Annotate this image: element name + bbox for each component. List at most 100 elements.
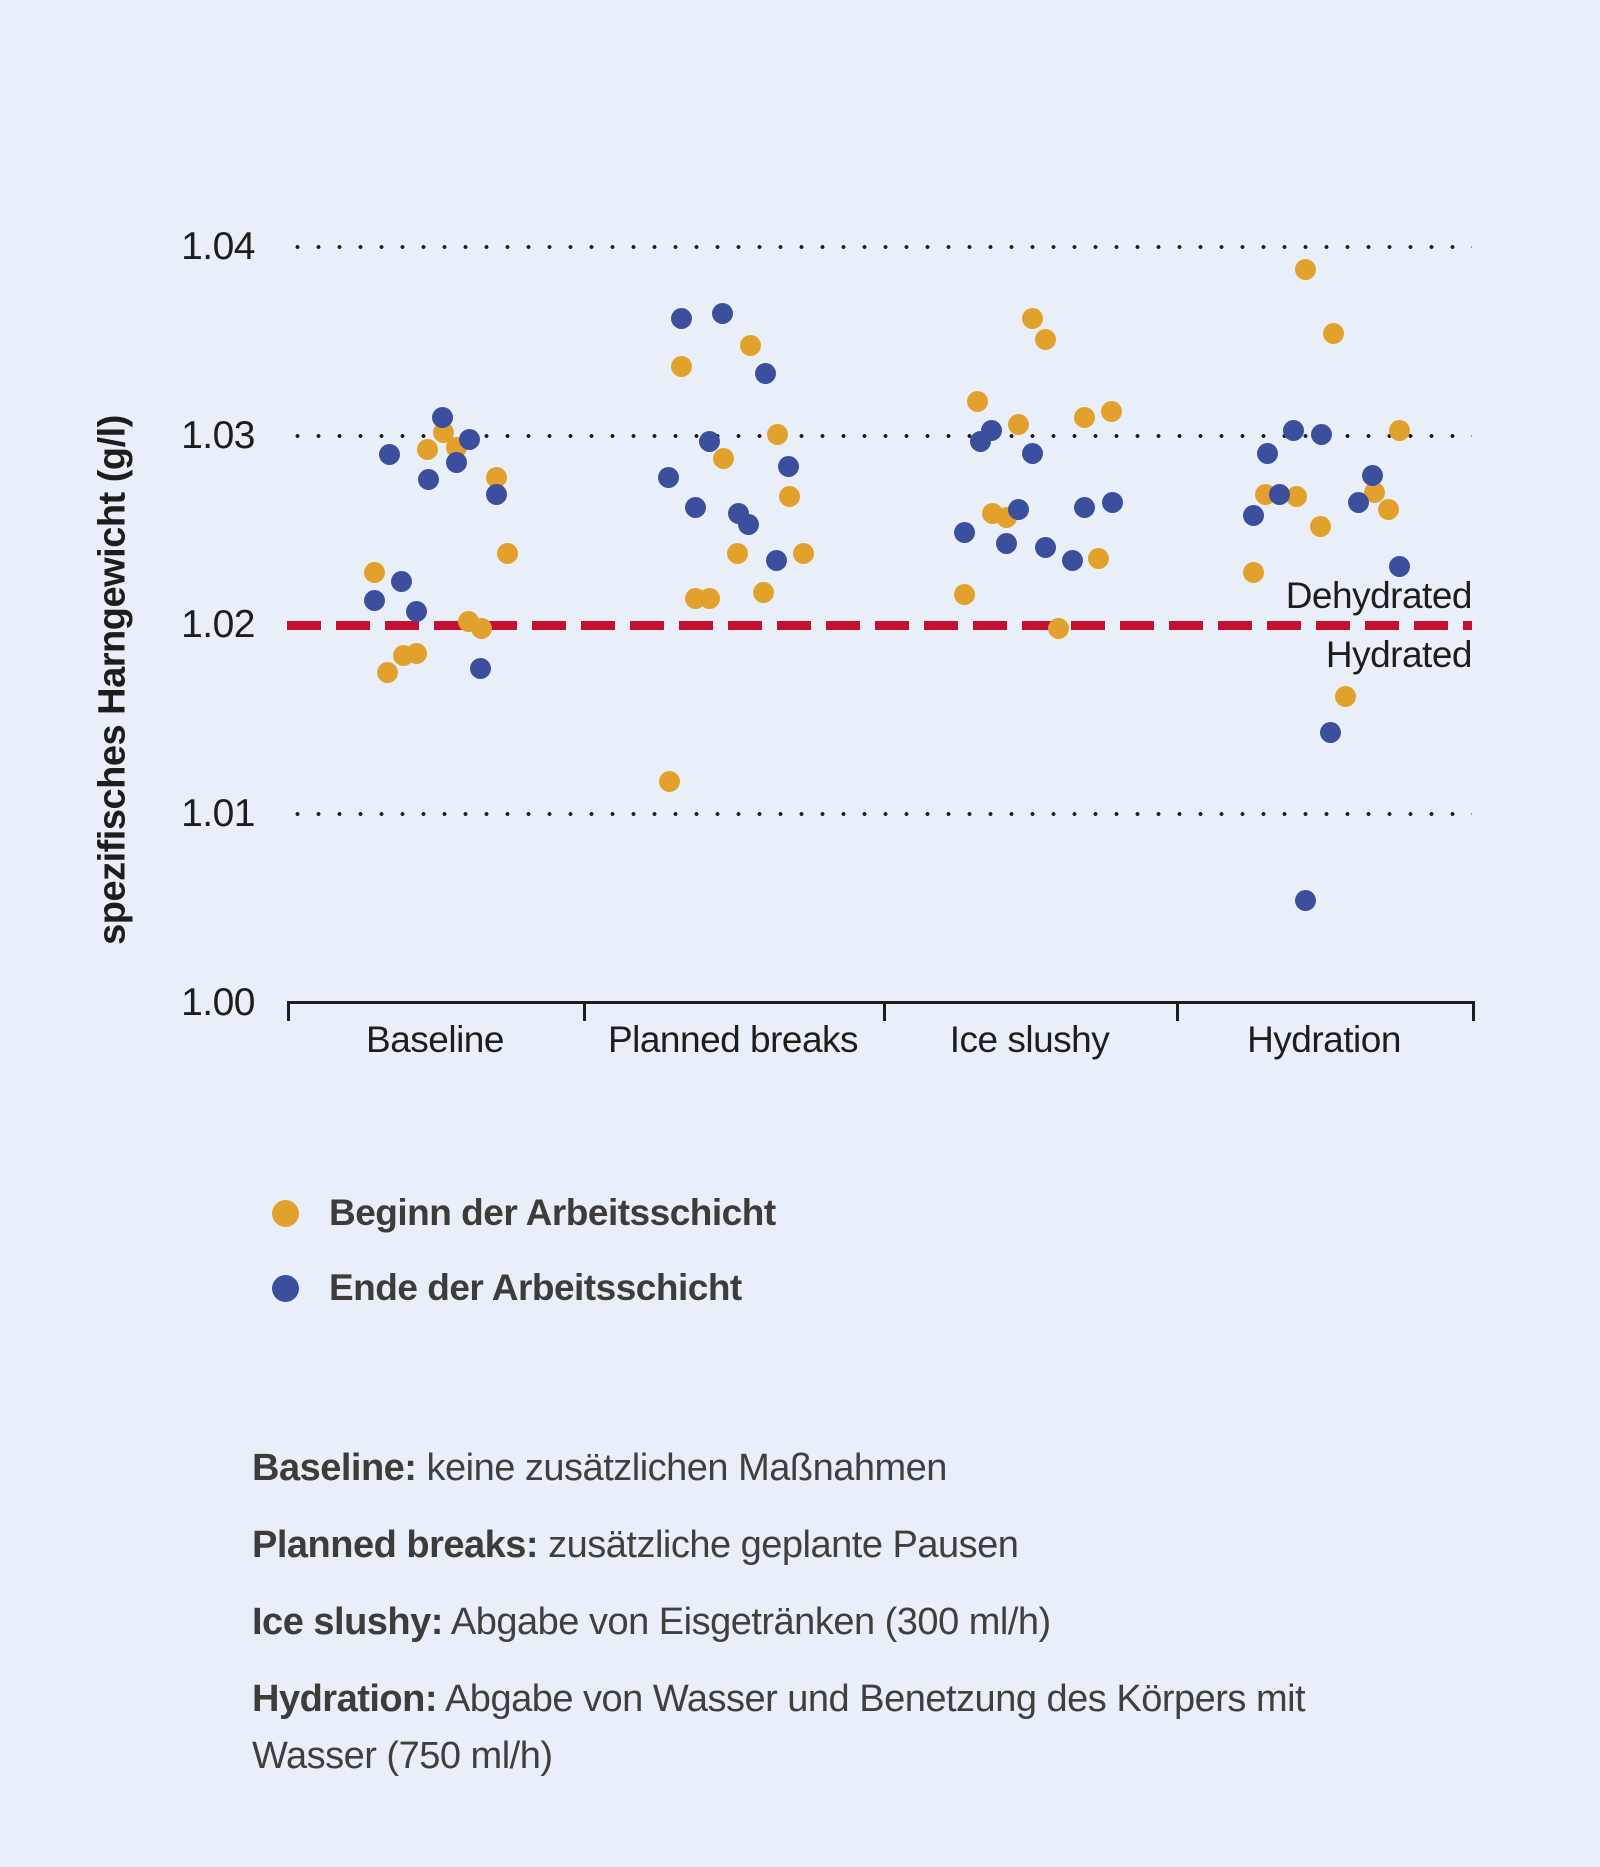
footnote-term: Planned breaks: bbox=[252, 1524, 539, 1566]
data-point-begin-hydration bbox=[1388, 419, 1410, 441]
data-point-begin-hydration bbox=[1285, 485, 1307, 507]
data-point-end-planned-breaks bbox=[711, 302, 733, 324]
data-point-begin-planned-breaks bbox=[792, 542, 814, 564]
data-point-end-hydration bbox=[1388, 555, 1410, 577]
data-point-begin-planned-breaks bbox=[670, 355, 692, 377]
data-point-begin-ice-slushy bbox=[1008, 414, 1029, 436]
x-axis-tick-2 bbox=[883, 1003, 886, 1021]
y-tick-label-1.00: 1.00 bbox=[181, 981, 255, 1024]
data-point-end-baseline bbox=[431, 406, 453, 428]
data-point-begin-planned-breaks bbox=[778, 485, 800, 507]
legend-label-shift-end: Ende der Arbeitsschicht bbox=[329, 1267, 742, 1308]
footnote-ice-slushy: Ice slushy: Abgabe von Eisgetränken (300… bbox=[252, 1601, 1051, 1643]
data-point-end-baseline bbox=[405, 601, 427, 623]
data-point-begin-hydration bbox=[1322, 323, 1344, 345]
data-point-end-baseline bbox=[458, 429, 480, 451]
data-point-end-hydration bbox=[1347, 491, 1369, 513]
data-point-begin-planned-breaks bbox=[766, 423, 788, 445]
data-point-begin-baseline bbox=[405, 642, 427, 664]
data-point-end-baseline bbox=[485, 484, 507, 506]
data-point-end-planned-breaks bbox=[754, 363, 776, 385]
data-point-end-planned-breaks bbox=[765, 550, 787, 572]
data-point-begin-ice-slushy bbox=[1101, 400, 1122, 422]
x-axis-tick-4 bbox=[1472, 1003, 1475, 1021]
data-point-begin-planned-breaks bbox=[698, 588, 720, 610]
data-point-end-baseline bbox=[378, 444, 400, 466]
data-point-end-planned-breaks bbox=[684, 497, 706, 519]
data-point-end-baseline bbox=[363, 589, 385, 611]
data-point-end-hydration bbox=[1310, 423, 1332, 445]
y-tick-label-1.01: 1.01 bbox=[181, 792, 255, 835]
data-point-end-ice-slushy bbox=[1074, 497, 1095, 519]
data-point-end-ice-slushy bbox=[1008, 499, 1029, 521]
data-point-begin-ice-slushy bbox=[954, 584, 975, 606]
data-point-end-ice-slushy bbox=[970, 431, 991, 453]
y-tick-label-1.03: 1.03 bbox=[181, 414, 255, 457]
data-point-end-planned-breaks bbox=[670, 308, 692, 330]
data-point-begin-hydration bbox=[1242, 561, 1264, 583]
data-point-begin-baseline bbox=[416, 438, 438, 460]
data-point-begin-baseline bbox=[376, 661, 398, 683]
data-point-end-planned-breaks bbox=[737, 514, 759, 536]
data-point-begin-planned-breaks bbox=[752, 582, 774, 604]
x-axis-tick-3 bbox=[1176, 1003, 1179, 1021]
data-point-begin-planned-breaks bbox=[726, 542, 748, 564]
threshold-label-hydrated: Hydrated bbox=[1325, 634, 1473, 675]
legend: Beginn der Arbeitsschicht Ende der Arbei… bbox=[272, 1186, 776, 1336]
threshold-label-dehydrated: Dehydrated bbox=[1285, 575, 1473, 616]
gridline-1.04 bbox=[287, 245, 1472, 249]
data-point-begin-baseline bbox=[496, 542, 518, 564]
footnote-term: Baseline: bbox=[252, 1447, 417, 1489]
dehydration-threshold-line bbox=[287, 621, 1472, 630]
data-point-begin-ice-slushy bbox=[1022, 308, 1043, 330]
data-point-end-ice-slushy bbox=[1062, 550, 1083, 572]
data-point-begin-baseline bbox=[485, 467, 507, 489]
footnote-hydration: Hydration: Abgabe von Wasser und Benetzu… bbox=[252, 1678, 1306, 1777]
data-point-end-ice-slushy bbox=[954, 521, 975, 543]
data-point-end-baseline bbox=[390, 571, 412, 593]
data-point-begin-hydration bbox=[1294, 259, 1316, 281]
y-tick-label-1.02: 1.02 bbox=[181, 603, 255, 646]
y-axis-title: spezifisches Harngewicht (g/l) bbox=[91, 415, 134, 945]
data-point-begin-hydration bbox=[1309, 516, 1331, 538]
gridline-1.01 bbox=[287, 812, 1472, 816]
shift-end-dot-icon bbox=[272, 1274, 299, 1302]
data-point-end-planned-breaks bbox=[657, 467, 679, 489]
footnote-baseline: Baseline: keine zusätzlichen Maßnahmen bbox=[252, 1447, 947, 1489]
data-point-end-baseline bbox=[445, 451, 467, 473]
x-category-label-ice-slushy: Ice slushy bbox=[949, 1019, 1110, 1060]
legend-item-shift-begin: Beginn der Arbeitsschicht bbox=[272, 1186, 776, 1240]
footnotes-block: Baseline: keine zusätzlichen Maßnahmen Pl… bbox=[252, 1440, 1432, 1805]
y-tick-label-1.04: 1.04 bbox=[181, 225, 255, 268]
x-category-label-baseline: Baseline bbox=[366, 1019, 504, 1060]
data-point-begin-planned-breaks bbox=[712, 448, 734, 470]
data-point-begin-baseline bbox=[470, 618, 492, 640]
data-point-end-planned-breaks bbox=[698, 431, 720, 453]
data-point-begin-hydration bbox=[1363, 482, 1385, 504]
data-point-end-hydration bbox=[1256, 442, 1278, 464]
x-axis-tick-1 bbox=[583, 1003, 586, 1021]
footnote-term: Hydration: bbox=[252, 1678, 438, 1720]
data-point-begin-planned-breaks bbox=[658, 771, 680, 793]
shift-begin-dot-icon bbox=[272, 1199, 299, 1227]
data-point-begin-planned-breaks bbox=[739, 334, 761, 356]
data-point-end-hydration bbox=[1361, 465, 1383, 487]
data-point-end-hydration bbox=[1242, 504, 1264, 526]
data-point-end-planned-breaks bbox=[777, 455, 799, 477]
data-point-end-ice-slushy bbox=[1102, 491, 1123, 513]
x-axis-tick-0 bbox=[287, 1003, 290, 1021]
data-point-end-baseline bbox=[469, 657, 491, 679]
gridline-1.03 bbox=[287, 434, 1472, 438]
data-point-begin-baseline bbox=[363, 561, 385, 583]
data-point-end-hydration bbox=[1268, 484, 1290, 506]
data-point-end-ice-slushy bbox=[996, 533, 1017, 555]
x-category-label-planned-breaks: Planned breaks bbox=[607, 1019, 859, 1060]
legend-item-shift-end: Ende der Arbeitsschicht bbox=[272, 1261, 776, 1315]
x-axis-line bbox=[287, 1001, 1475, 1004]
data-point-begin-ice-slushy bbox=[967, 391, 988, 413]
data-point-begin-ice-slushy bbox=[1088, 548, 1109, 570]
data-point-begin-ice-slushy bbox=[1048, 618, 1069, 640]
data-point-end-ice-slushy bbox=[1035, 537, 1056, 558]
footnote-term: Ice slushy: bbox=[252, 1601, 443, 1643]
